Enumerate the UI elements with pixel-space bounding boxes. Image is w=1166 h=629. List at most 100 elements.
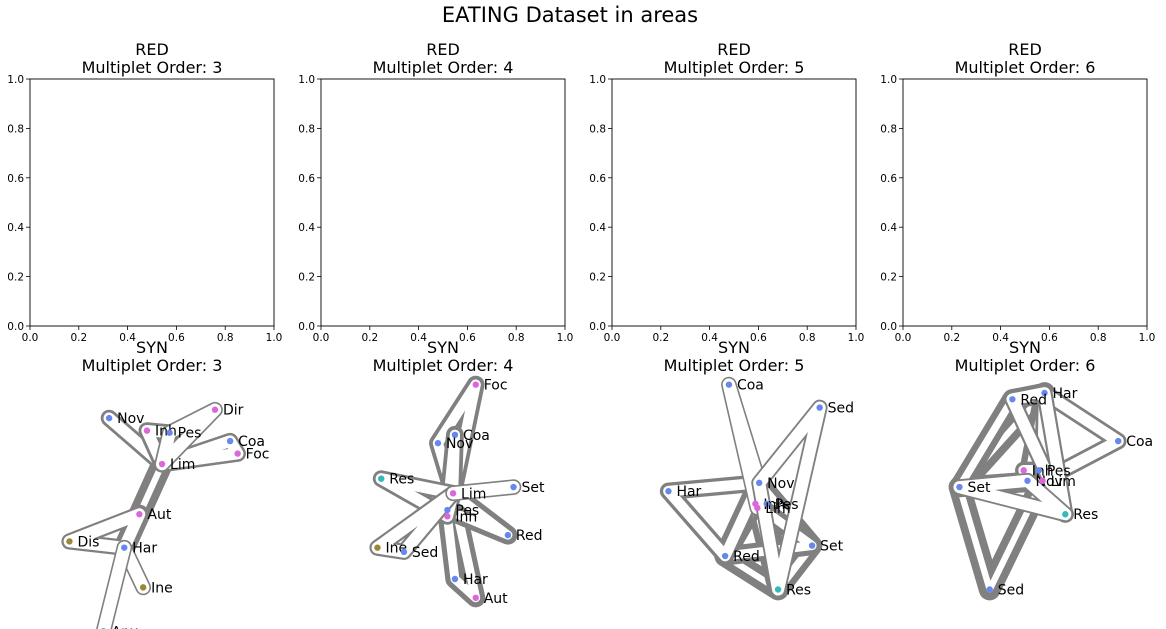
node-har [1041,389,1048,397]
node-set [510,483,517,491]
panel-title: RED [135,40,169,59]
node-label: Dir [223,403,244,419]
hyperedge-inner [63,508,146,554]
node-set [956,483,963,491]
y-tick-label: 0.6 [298,173,315,185]
node-lim [158,460,166,468]
y-tick-label: 1.0 [298,74,315,86]
x-tick-label: 0.8 [508,332,525,344]
node-label: Inh [455,509,477,525]
node-label: Set [522,480,546,496]
node-red [721,552,729,560]
node-foc [472,381,479,388]
node-label: Inh [763,497,785,513]
x-tick-label: 0.0 [22,332,39,344]
node-label: Dis [77,534,99,550]
node-lim [449,490,457,497]
hyperedge-inner [953,474,1072,521]
node-res [1062,511,1069,518]
hyperedge-inner [97,541,131,629]
node-nov [434,439,442,447]
node-label: Coa [238,434,265,450]
node-label: Coa [737,378,764,394]
hyperedge-inner [663,477,765,562]
node-label: Aut [484,591,508,607]
node-dir [211,406,219,413]
y-tick-label: 0.6 [880,173,897,185]
node-sed [400,548,408,556]
node-label: Lim [461,486,486,502]
node-label: Lim [765,501,790,517]
y-tick-label: 0.6 [589,173,606,185]
node-res [774,586,782,593]
x-tick-label: 0.2 [70,332,87,344]
node-label: Res [1073,507,1098,523]
panel-subtitle: Multiplet Order: 3 [82,58,223,77]
node-res [378,475,385,482]
axes-frame [902,78,1148,327]
y-tick-label: 0.8 [589,123,606,135]
x-tick-label: 0.4 [701,332,718,344]
node-coa [1115,437,1122,445]
y-tick-label: 1.0 [7,74,24,86]
node-label: Set [820,539,844,555]
node-lim [1039,477,1046,484]
hyperedges [369,375,522,608]
node-nov [1024,477,1031,484]
hyperedge-inner [156,435,244,470]
hyperedge-inner [1037,387,1124,487]
y-tick-label: 1.0 [589,74,606,86]
node-set [808,542,816,549]
node-lim [754,504,761,512]
node-label: Aut [147,507,171,523]
node-foc [234,450,241,457]
node-label: Ine [151,580,173,596]
node-label: Inh [155,424,177,440]
node-pes [166,429,173,436]
node-label: Har [676,484,701,500]
node-label: Pes [455,503,479,519]
y-tick-label: 0.0 [589,321,606,333]
node-label: Foc [484,378,508,394]
y-tick-label: 0.2 [298,272,315,284]
x-tick-label: 1.0 [1139,332,1156,344]
x-tick-label: 0.2 [652,332,669,344]
node-label: Har [463,572,488,588]
x-tick-label: 0.6 [459,332,476,344]
node-label: Har [132,541,157,557]
node-label: Nov [767,476,794,492]
axes-frame [29,78,275,327]
figure-title: EATING Dataset in areas [442,3,698,27]
node-label: Lim [170,457,195,473]
node-ine [374,544,381,551]
node-nov [105,414,113,422]
node-har [451,575,459,583]
node-label: Inh [1032,463,1054,479]
panel-title: SYN [427,338,459,357]
x-tick-label: 1.0 [848,332,865,344]
y-tick-label: 0.4 [298,222,315,234]
panel-title: RED [426,40,460,59]
y-tick-label: 0.8 [7,123,24,135]
panel-subtitle: Multiplet Order: 3 [82,356,223,375]
node-label: Nov [446,436,473,452]
y-tick-label: 0.8 [880,123,897,135]
node-label: Coa [463,428,490,444]
node-coa [451,431,459,438]
node-label: Red [1020,392,1047,408]
node-nov [755,479,763,487]
hyperedge-inner [753,401,826,596]
hyperedge-inner [446,480,520,500]
panel-title: SYN [1009,338,1041,357]
node-har [665,488,672,495]
x-tick-label: 0.2 [361,332,378,344]
node-pes [1035,467,1043,474]
node-label: Nov [117,411,144,427]
y-tick-label: 0.0 [7,321,24,333]
node-coa [226,437,234,445]
x-tick-label: 0.4 [992,332,1009,344]
node-label: Res [786,582,811,598]
panel-subtitle: Multiplet Order: 4 [373,356,514,375]
